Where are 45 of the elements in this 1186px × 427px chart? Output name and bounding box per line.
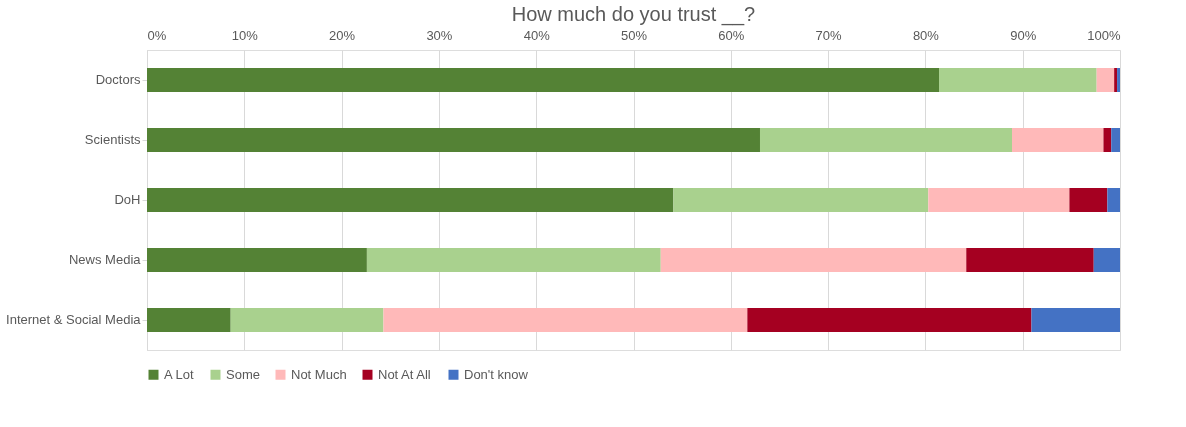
chart-title: How much do you trust __? — [511, 3, 756, 26]
x-tick-label: 30% — [426, 27, 453, 43]
x-tick-label: 0% — [147, 27, 167, 43]
bar — [147, 68, 940, 92]
bar — [1031, 308, 1120, 332]
legend-label: Not At All — [378, 366, 431, 382]
bar — [966, 248, 1094, 272]
bar — [759, 128, 1012, 152]
x-tick-label: 70% — [815, 27, 843, 43]
legend-label: Don't know — [464, 366, 529, 382]
bar — [230, 308, 384, 332]
legend-label: Some — [226, 366, 260, 382]
bar — [366, 248, 661, 272]
bar — [1069, 188, 1108, 212]
y-tick-label: Internet & Social Media — [6, 312, 142, 327]
x-tick-label: 100% — [1087, 27, 1121, 43]
bar — [747, 308, 1032, 332]
bar — [928, 188, 1070, 212]
bar — [660, 248, 967, 272]
bar — [1103, 128, 1112, 152]
x-tick-label: 80% — [912, 27, 940, 43]
bar — [147, 248, 367, 272]
x-tick-label: 60% — [718, 27, 745, 43]
x-tick-label: 90% — [1010, 27, 1037, 43]
y-tick-label: Scientists — [84, 132, 141, 147]
bar — [147, 128, 760, 152]
bar — [1093, 248, 1120, 272]
legend-label: A Lot — [164, 366, 195, 382]
y-tick-label: DoH — [114, 192, 141, 207]
bar — [673, 188, 929, 212]
bar — [147, 188, 674, 212]
bar — [1107, 188, 1120, 212]
bar — [939, 68, 1097, 92]
x-tick-label: 50% — [620, 27, 648, 43]
bar — [147, 308, 231, 332]
y-tick-label: Doctors — [95, 72, 141, 87]
bar — [383, 308, 748, 332]
x-tick-label: 10% — [231, 27, 259, 43]
y-tick-label: News Media — [68, 252, 142, 267]
x-tick-label: 20% — [329, 27, 356, 43]
bar — [1012, 128, 1104, 152]
bar — [1111, 128, 1120, 152]
legend-label: Not Much — [291, 366, 347, 382]
bar — [1096, 68, 1115, 92]
x-tick-label: 40% — [523, 27, 551, 43]
